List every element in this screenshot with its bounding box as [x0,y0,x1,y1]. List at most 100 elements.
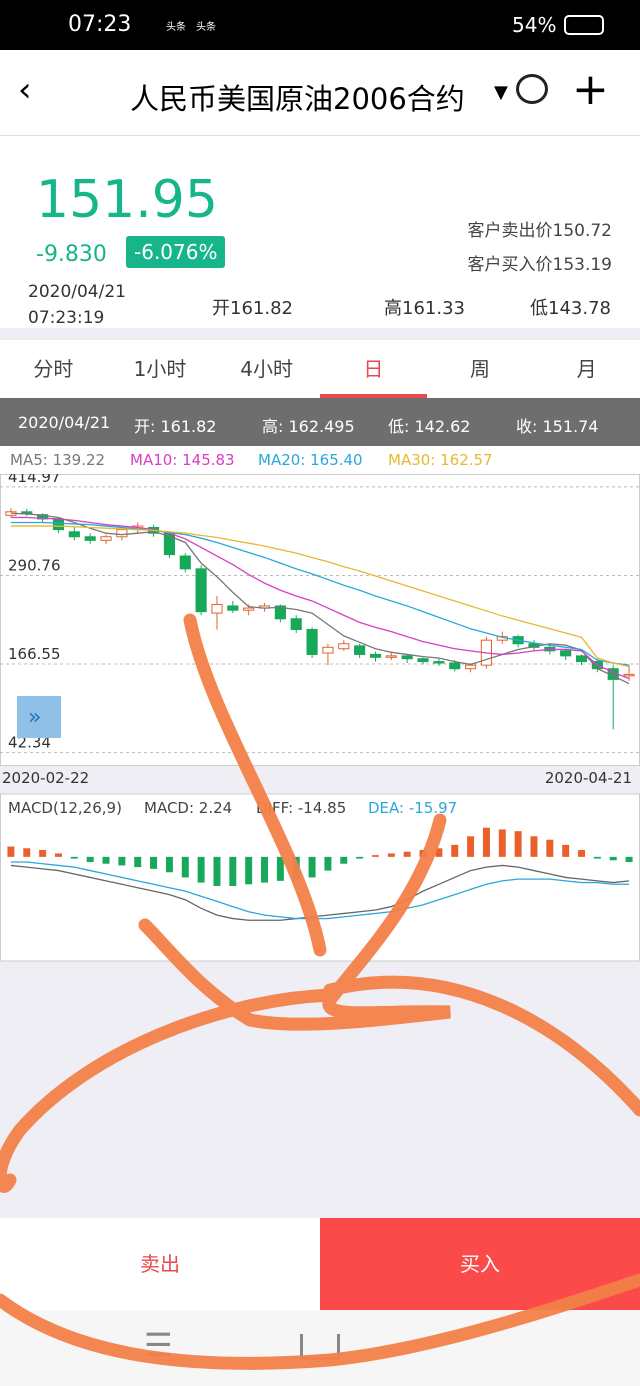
candle-body [354,645,366,655]
percent: -6.076% [126,236,226,268]
header: ‹ 人民币美国原油2006合约 ▼ + [0,50,640,136]
candle-body [21,511,33,514]
tab[interactable]: 日 [320,340,427,398]
info-item: 开: 161.82 [134,417,217,436]
macd-bar [150,856,158,869]
candle-body [179,555,191,570]
high: 高161.33 [384,298,465,319]
x-end-label: 2020-04-21 [545,769,632,787]
candle-body [623,673,635,677]
macd-bar [39,850,47,857]
tab[interactable]: 1小时 [133,357,187,381]
sell-button[interactable]: 卖出 [0,1218,320,1310]
home-key[interactable] [300,1334,340,1360]
tab[interactable]: 月 [576,357,597,381]
info-item: 2020/04/21 [18,413,111,432]
candle-body [369,653,382,658]
macd-bar [86,856,94,862]
candle-body [37,514,49,520]
candle-body [306,628,318,655]
macd-bar [7,846,15,857]
y-tick-label: 414.97 [8,474,61,486]
macd-bar [308,856,316,878]
macd-legend: MACD: 2.24 [144,799,232,817]
back-button[interactable]: ‹ [18,70,32,110]
macd-bar [435,848,443,857]
candle-body [243,607,255,611]
macd-bar [625,856,633,862]
period-tabs: 分时 1小时 4小时 日 周 月 [0,340,640,398]
macd-bar [245,856,253,885]
notify-icon: 头条 [166,22,186,33]
macd-bar [498,829,506,857]
candle-body [338,643,350,650]
macd-bar [482,827,490,857]
candle-body [100,536,112,541]
macd-bar [213,856,221,886]
macd-bar [134,856,142,868]
candle-body [433,661,445,664]
macd-bar [70,856,78,859]
candle-body [401,655,413,660]
macd-bar [261,856,269,883]
macd-bar [419,850,427,857]
ma-label: MA20: 165.40 [258,451,363,469]
macd-legend: MACD(12,26,9) [8,799,122,817]
y-tick-label: 290.76 [8,556,61,574]
dropdown[interactable]: ▼ [494,82,508,103]
info-item: 高: 162.495 [262,417,355,436]
macd-bar [578,850,586,857]
service-icon[interactable] [516,74,548,104]
tab[interactable]: 周 [469,357,490,381]
macd-bar [229,856,237,886]
macd-bar [197,856,205,883]
y-tick-label: 166.55 [8,645,61,663]
notify-icon: 头条 [196,22,216,33]
time: 07:23:19 [28,308,105,328]
info-item: 低: 142.62 [388,417,471,436]
candle-body [195,568,207,613]
tab[interactable]: 分时 [33,357,74,381]
open: 开161.82 [212,298,293,319]
macd-bar [371,855,379,857]
date: 2020/04/21 [28,282,126,302]
candle-body [84,536,96,541]
status-bar: 07:23 头条 头条 54% [0,0,640,50]
candle-body [449,662,461,670]
candle-body [211,604,223,614]
macd-bar [451,844,459,857]
macd-bar [165,856,173,873]
buy-button[interactable]: 买入 [320,1218,640,1310]
macd-bar [23,848,31,857]
macd-bar [102,856,110,864]
macd-bar [514,831,522,857]
candle-body [560,650,572,657]
change: -9.830 [36,242,107,267]
candle-body [417,658,429,663]
candle-body [52,518,65,531]
macd-bar [54,853,62,857]
macd-bar [593,856,601,859]
battery-icon [564,15,604,35]
price: 151.95 [36,170,218,230]
macd-bar [324,856,332,871]
nav-bar: ☰ [0,1310,640,1386]
sell-price: 客户卖出价150.72 [467,221,612,241]
tab[interactable]: 4小时 [240,357,294,381]
macd-bar [118,856,126,866]
add-button[interactable]: + [572,64,609,115]
info-item: 收: 151.74 [516,417,599,436]
expand-icon: » [28,705,41,730]
candle-body [227,605,239,611]
info-bar: 2020/04/21 开: 161.82 高: 162.495 低: 142.62 收:… [0,398,640,446]
ma-label: MA30: 162.57 [388,451,493,469]
menu-key[interactable]: ☰ [144,1326,173,1364]
macd-bar [467,836,475,857]
macd-bar [546,839,554,857]
candle-body [322,646,334,654]
title[interactable]: 人民币美国原油2006合约 [130,82,465,116]
macd-bar [609,856,617,861]
x-start-label: 2020-02-22 [2,769,89,787]
